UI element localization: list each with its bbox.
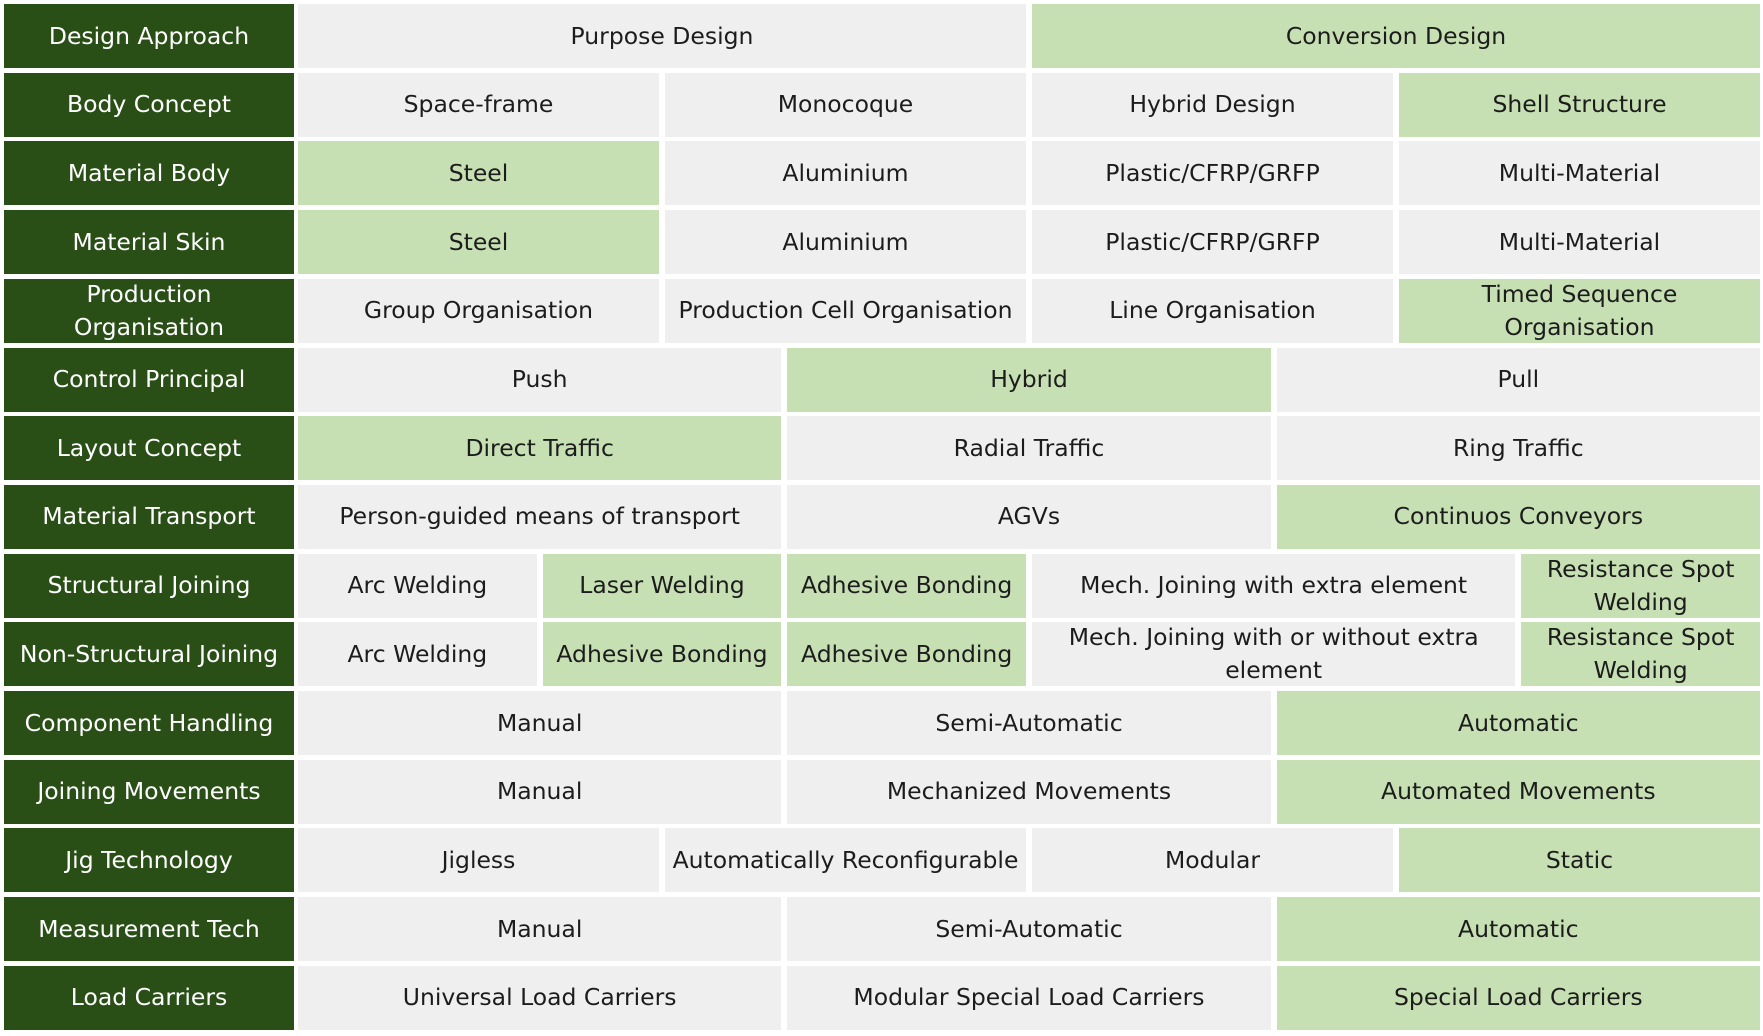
option-cell: Aluminium — [665, 141, 1026, 206]
option-cell-selected: Automated Movements — [1276, 759, 1760, 824]
option-cell-selected: Shell Structure — [1399, 72, 1760, 137]
option-cell: Manual — [298, 759, 782, 824]
row-production-organisation: Production Organisation Group Organisatio… — [4, 278, 1760, 343]
option-cell-selected: Steel — [298, 141, 659, 206]
option-cell: Line Organisation — [1032, 278, 1393, 343]
option-cell: Pull — [1276, 347, 1760, 412]
row-header: Measurement Tech — [4, 897, 294, 962]
option-cell-selected: Continuos Conveyors — [1276, 484, 1760, 549]
row-component-handling: Component Handling Manual Semi-Automatic Au… — [4, 691, 1760, 755]
row-measurement-tech: Measurement Tech Manual Semi-Automatic Auto… — [4, 897, 1760, 962]
option-cell-selected: Laser Welding — [542, 553, 782, 618]
row-header: Material Skin — [4, 210, 294, 275]
row-body-concept: Body Concept Space-frame Monocoque Hybrid D… — [4, 72, 1760, 137]
row-structural-joining: Structural Joining Arc Welding Laser Weldi… — [4, 553, 1760, 618]
row-material-transport: Material Transport Person-guided means of… — [4, 484, 1760, 549]
row-header: Design Approach — [4, 4, 294, 68]
option-cell: Aluminium — [665, 210, 1026, 275]
option-cell: Multi-Material — [1399, 141, 1760, 206]
option-cell: Group Organisation — [298, 278, 659, 343]
row-header: Jig Technology — [4, 828, 294, 893]
row-control-principal: Control Principal Push Hybrid Pull — [4, 347, 1760, 412]
option-cell-selected: Steel — [298, 210, 659, 275]
option-cell: Space-frame — [298, 72, 659, 137]
row-load-carriers: Load Carriers Universal Load Carriers Modu… — [4, 965, 1760, 1030]
option-cell-selected: Adhesive Bonding — [787, 553, 1026, 618]
option-cell: Arc Welding — [298, 553, 537, 618]
option-cell-selected: Automatic — [1276, 691, 1760, 755]
row-joining-movements: Joining Movements Manual Mechanized Moveme… — [4, 759, 1760, 824]
row-header: Joining Movements — [4, 759, 294, 824]
row-material-body: Material Body Steel Aluminium Plastic/CFRP/… — [4, 141, 1760, 206]
option-cell: Manual — [298, 691, 782, 755]
option-cell: Modular — [1032, 828, 1393, 893]
option-cell-selected: Resistance Spot Welding — [1521, 622, 1760, 687]
option-cell: Monocoque — [665, 72, 1026, 137]
option-cell: Radial Traffic — [787, 416, 1271, 481]
option-cell-selected: Resistance Spot Welding — [1521, 553, 1760, 618]
row-header: Control Principal — [4, 347, 294, 412]
option-cell: Semi-Automatic — [787, 691, 1271, 755]
option-cell: Purpose Design — [298, 4, 1026, 68]
option-cell: Semi-Automatic — [787, 897, 1271, 962]
option-cell: AGVs — [787, 484, 1271, 549]
option-cell: Hybrid Design — [1032, 72, 1393, 137]
row-header: Component Handling — [4, 691, 294, 755]
option-cell: Multi-Material — [1399, 210, 1760, 275]
row-header: Load Carriers — [4, 965, 294, 1030]
option-cell: Modular Special Load Carriers — [787, 965, 1271, 1030]
option-cell: Mech. Joining with or without extra elem… — [1032, 622, 1516, 687]
option-cell: Automatically Reconfigurable — [665, 828, 1026, 893]
option-cell-selected: Direct Traffic — [298, 416, 782, 481]
option-cell-selected: Special Load Carriers — [1276, 965, 1760, 1030]
option-cell: Ring Traffic — [1276, 416, 1760, 481]
option-cell: Production Cell Organisation — [665, 278, 1026, 343]
option-cell: Mech. Joining with extra element — [1032, 553, 1516, 618]
option-cell-selected: Automatic — [1276, 897, 1760, 962]
option-cell-selected: Adhesive Bonding — [542, 622, 782, 687]
row-header: Non-Structural Joining — [4, 622, 294, 687]
row-header: Body Concept — [4, 72, 294, 137]
row-header: Production Organisation — [4, 278, 294, 343]
option-cell: Mechanized Movements — [787, 759, 1271, 824]
option-cell: Plastic/CFRP/GRFP — [1032, 210, 1393, 275]
option-cell: Manual — [298, 897, 782, 962]
row-header: Material Body — [4, 141, 294, 206]
row-jig-technology: Jig Technology Jigless Automatically Recon… — [4, 828, 1760, 893]
option-cell-selected: Adhesive Bonding — [787, 622, 1026, 687]
option-cell-selected: Hybrid — [787, 347, 1271, 412]
row-layout-concept: Layout Concept Direct Traffic Radial Traff… — [4, 416, 1760, 481]
row-header: Layout Concept — [4, 416, 294, 481]
option-cell: Jigless — [298, 828, 659, 893]
option-cell: Plastic/CFRP/GRFP — [1032, 141, 1393, 206]
option-cell: Person-guided means of transport — [298, 484, 782, 549]
row-header: Material Transport — [4, 484, 294, 549]
option-cell-selected: Static — [1399, 828, 1760, 893]
row-header: Structural Joining — [4, 553, 294, 618]
row-design-approach: Design Approach Purpose Design Conversion … — [4, 4, 1760, 68]
option-cell: Push — [298, 347, 782, 412]
option-cell: Universal Load Carriers — [298, 965, 782, 1030]
row-non-structural-joining: Non-Structural Joining Arc Welding Adhesiv… — [4, 622, 1760, 687]
option-cell-selected: Conversion Design — [1032, 4, 1760, 68]
option-cell: Arc Welding — [298, 622, 537, 687]
option-cell-selected: Timed Sequence Organisation — [1399, 278, 1760, 343]
row-material-skin: Material Skin Steel Aluminium Plastic/CFRP/… — [4, 210, 1760, 275]
